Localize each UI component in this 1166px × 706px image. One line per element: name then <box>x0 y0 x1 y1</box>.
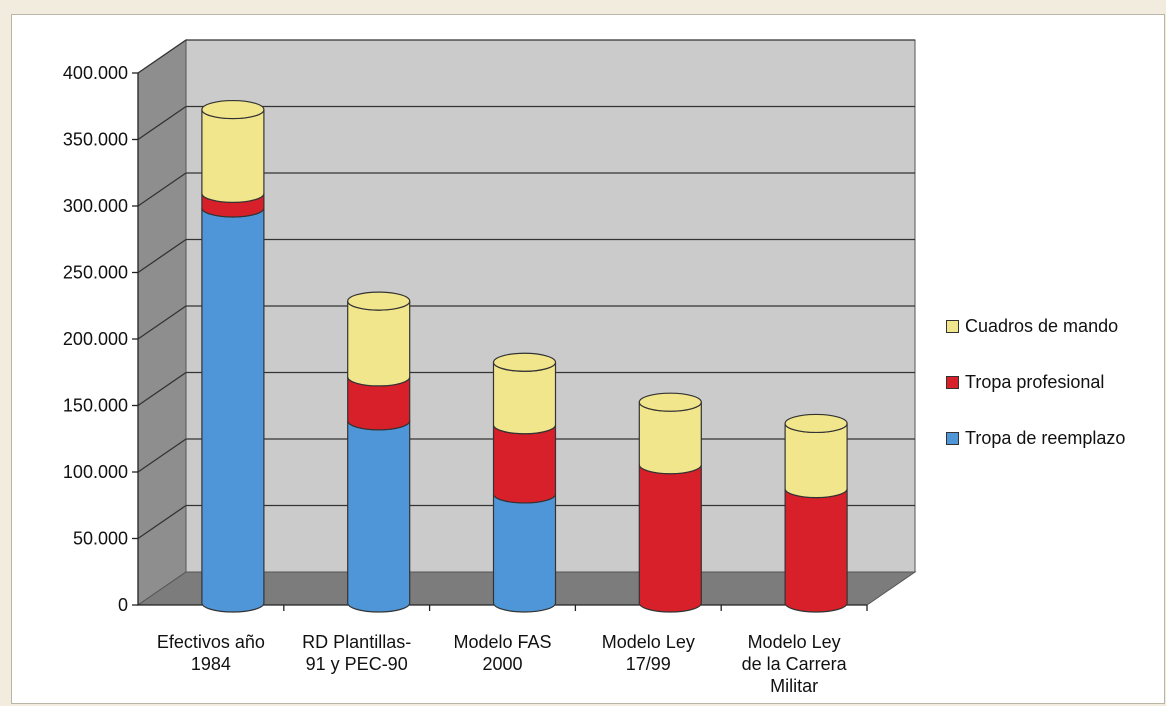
legend-label: Tropa profesional <box>965 371 1105 392</box>
y-tick-label: 150.000 <box>63 396 128 416</box>
bar-segment <box>638 464 702 613</box>
bar-segment <box>784 423 848 499</box>
x-tick-label: RD Plantillas-91 y PEC-90 <box>302 632 411 674</box>
legend-item: Tropa profesional <box>946 371 1125 393</box>
bar-body <box>492 424 557 504</box>
x-tick-label-line: 1984 <box>191 654 231 674</box>
legend-label: Tropa de reemplazo <box>965 427 1126 448</box>
gridline-side <box>137 238 187 274</box>
bar-segment <box>492 362 557 435</box>
bar-body <box>638 402 702 475</box>
y-tick-label: 350.000 <box>63 130 128 150</box>
legend-swatch <box>946 375 959 389</box>
bar-body <box>492 493 557 613</box>
x-tick-label: Modelo Ley 17/99 <box>602 632 695 674</box>
x-tick-label: Modelo FAS 2000 <box>453 632 551 674</box>
gridline-side <box>137 371 187 407</box>
legend-label: Cuadros de mando <box>965 315 1119 336</box>
bar-top-cap <box>201 99 265 120</box>
gridline-side <box>137 172 187 207</box>
legend-swatch <box>946 319 959 333</box>
bar-body <box>638 464 702 613</box>
chart-legend: Cuadros de mando Tropa profesional Tropa d… <box>946 315 1125 483</box>
bar-segment <box>784 488 848 613</box>
bar-segment <box>201 207 265 613</box>
y-tick-label: 50.000 <box>73 529 128 549</box>
gridline-side <box>137 105 187 141</box>
bar-body <box>347 420 411 613</box>
x-tick-label-line: RD Plantillas- <box>302 632 411 652</box>
x-tick-label: Modelo Ley de la Carrera Militar <box>742 632 848 696</box>
y-tick-label: 200.000 <box>63 329 128 349</box>
y-tick-label: 400.000 <box>63 63 128 83</box>
x-tick-label-line: Modelo Ley <box>748 632 841 652</box>
bar-top-cap <box>347 291 411 311</box>
bar-body <box>201 207 265 613</box>
gridline-side <box>137 39 187 74</box>
x-tick-label-line: Efectivos año <box>157 632 265 652</box>
gridline-side <box>137 305 187 340</box>
y-tick-label: 300.000 <box>63 196 128 216</box>
legend-item: Tropa de reemplazo <box>946 427 1125 449</box>
bar-body <box>201 109 265 203</box>
bar-top-cap <box>638 392 702 412</box>
bar-segment <box>347 420 411 613</box>
stacked-bar-chart: 0 50.000 100.000 150.000 200.000 250.000 300.0… <box>63 39 917 696</box>
bar-segment <box>492 493 557 613</box>
bar-segment <box>638 402 702 475</box>
bar-segment <box>347 300 411 387</box>
x-tick-label-line: Militar <box>770 676 818 696</box>
x-tick-label-line: 2000 <box>482 654 522 674</box>
x-tick-label-line: de la Carrera <box>742 654 848 674</box>
legend-item: Cuadros de mando <box>946 315 1125 337</box>
x-tick-label-line: 17/99 <box>626 654 671 674</box>
bar-body <box>347 300 411 387</box>
bar-top-cap <box>784 413 848 434</box>
x-tick-label-line: Modelo Ley <box>602 632 695 652</box>
bar-body <box>784 488 848 613</box>
bar-body <box>784 423 848 499</box>
gridline-side <box>137 504 187 540</box>
x-tick-label: Efectivos año 1984 <box>157 632 265 674</box>
bar-top-cap <box>492 352 557 372</box>
y-tick-label: 0 <box>118 595 128 615</box>
gridline-side <box>137 438 187 473</box>
legend-swatch <box>946 431 959 445</box>
y-tick-label: 100.000 <box>63 462 128 482</box>
x-tick-label-line: Modelo FAS <box>453 632 551 652</box>
bar-segment <box>201 109 265 203</box>
y-tick-label: 250.000 <box>63 263 128 283</box>
chart-frame: 0 50.000 100.000 150.000 200.000 250.000 300.0… <box>11 14 1165 704</box>
bar-segment <box>492 424 557 504</box>
x-tick-label-line: 91 y PEC-90 <box>306 654 408 674</box>
bar-body <box>492 362 557 435</box>
